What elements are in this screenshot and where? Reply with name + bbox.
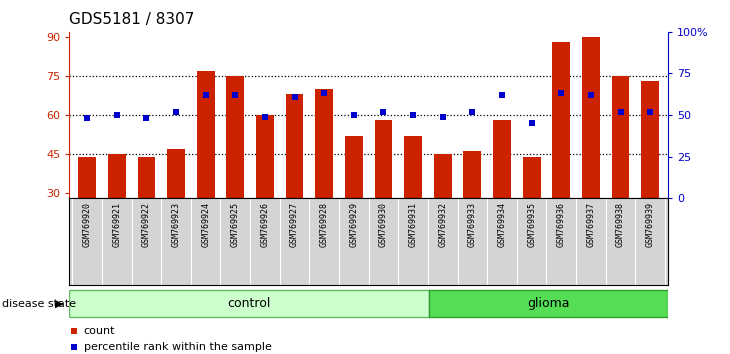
- Text: GSM769921: GSM769921: [112, 202, 121, 247]
- Bar: [553, 42, 570, 198]
- Bar: [226, 76, 245, 198]
- Text: GSM769938: GSM769938: [616, 202, 625, 247]
- Bar: [256, 115, 274, 198]
- FancyBboxPatch shape: [69, 290, 429, 317]
- Text: GSM769930: GSM769930: [379, 202, 388, 247]
- Bar: [582, 37, 600, 198]
- Bar: [78, 156, 96, 198]
- Text: GSM769933: GSM769933: [468, 202, 477, 247]
- Bar: [108, 154, 126, 198]
- Text: GSM769934: GSM769934: [498, 202, 507, 247]
- Text: GDS5181 / 8307: GDS5181 / 8307: [69, 12, 195, 27]
- Text: glioma: glioma: [527, 297, 569, 310]
- Text: disease state: disease state: [2, 298, 77, 309]
- Bar: [641, 81, 659, 198]
- Text: GSM769937: GSM769937: [586, 202, 596, 247]
- Text: GSM769929: GSM769929: [350, 202, 358, 247]
- Text: GSM769936: GSM769936: [557, 202, 566, 247]
- Bar: [493, 120, 511, 198]
- Text: GSM769939: GSM769939: [645, 202, 655, 247]
- Text: GSM769935: GSM769935: [527, 202, 536, 247]
- FancyBboxPatch shape: [429, 290, 668, 317]
- Bar: [434, 154, 452, 198]
- Bar: [137, 156, 155, 198]
- Bar: [404, 136, 422, 198]
- Bar: [315, 89, 333, 198]
- Text: GSM769927: GSM769927: [290, 202, 299, 247]
- Text: GSM769928: GSM769928: [320, 202, 328, 247]
- Bar: [374, 120, 392, 198]
- Text: GSM769920: GSM769920: [82, 202, 92, 247]
- Bar: [612, 76, 629, 198]
- Text: GSM769931: GSM769931: [409, 202, 418, 247]
- Bar: [345, 136, 363, 198]
- Text: GSM769926: GSM769926: [261, 202, 269, 247]
- Text: GSM769924: GSM769924: [201, 202, 210, 247]
- Bar: [167, 149, 185, 198]
- Text: GSM769923: GSM769923: [172, 202, 180, 247]
- Bar: [464, 152, 481, 198]
- Text: GSM769932: GSM769932: [438, 202, 447, 247]
- Text: GSM769922: GSM769922: [142, 202, 151, 247]
- Bar: [285, 94, 304, 198]
- Text: control: control: [227, 297, 271, 310]
- Bar: [197, 71, 215, 198]
- Text: count: count: [84, 326, 115, 336]
- Bar: [523, 156, 540, 198]
- Text: percentile rank within the sample: percentile rank within the sample: [84, 342, 272, 352]
- Text: GSM769925: GSM769925: [231, 202, 239, 247]
- Text: ▶: ▶: [55, 298, 64, 309]
